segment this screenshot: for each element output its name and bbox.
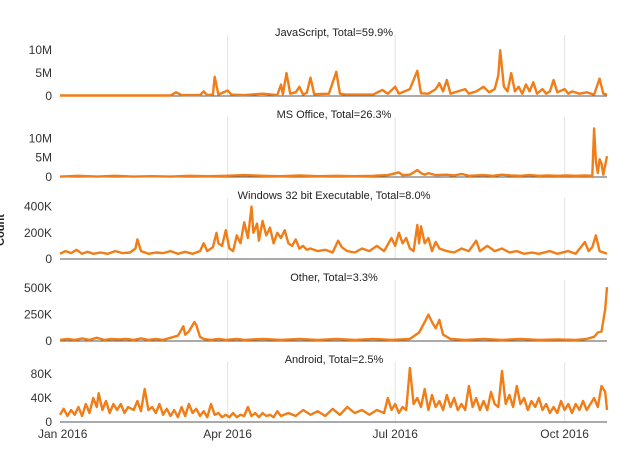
panel-title: Android, Total=2.5%: [285, 354, 384, 366]
series-line: [60, 49, 608, 97]
y-tick-label: 10M: [29, 43, 52, 57]
y-tick-label: 0: [45, 415, 52, 429]
series-line: [59, 205, 608, 256]
y-tick-label: 5M: [35, 151, 52, 165]
y-axis-label: Count: [0, 214, 7, 246]
series-line: [58, 366, 609, 419]
y-tick-label: 10M: [29, 131, 52, 145]
y-tick-label: 250K: [24, 308, 52, 322]
panel-3: Windows 32 bit Executable, Total=8.0% 0 20…: [24, 190, 608, 266]
panel-title: JavaScript, Total=59.9%: [275, 27, 393, 39]
y-tick-label: 0: [45, 170, 52, 184]
panel-title: MS Office, Total=26.3%: [277, 109, 392, 121]
panel-title: Other, Total=3.3%: [290, 272, 378, 284]
x-tick-label: Jul 2016: [373, 427, 419, 441]
series-line: [59, 287, 609, 342]
y-tick-label: 0: [45, 334, 52, 348]
panel-1: JavaScript, Total=59.9% 0 5M 10M: [29, 27, 608, 103]
x-tick-label: Oct 2016: [540, 427, 589, 441]
x-tick-label: Apr 2016: [203, 427, 252, 441]
y-tick-label: 40K: [31, 391, 52, 405]
panel-title: Windows 32 bit Executable, Total=8.0%: [238, 190, 431, 202]
x-axis-ticks: Jan 2016 Apr 2016 Jul 2016 Oct 2016: [38, 427, 589, 441]
panel-4: Other, Total=3.3% 0 250K 500K: [24, 272, 609, 348]
panel-2: MS Office, Total=26.3% 0 5M 10M: [29, 109, 609, 184]
y-tick-label: 5M: [35, 66, 52, 80]
y-tick-label: 0: [45, 252, 52, 266]
series-line: [59, 127, 609, 178]
y-tick-label: 200K: [24, 226, 52, 240]
y-tick-label: 80K: [31, 367, 52, 381]
y-tick-label: 400K: [24, 200, 52, 214]
y-tick-label: 0: [45, 89, 52, 103]
panel-5: Android, Total=2.5% 0 40K 80K: [31, 354, 609, 429]
x-tick-label: Jan 2016: [38, 427, 88, 441]
y-tick-label: 500K: [24, 281, 52, 295]
